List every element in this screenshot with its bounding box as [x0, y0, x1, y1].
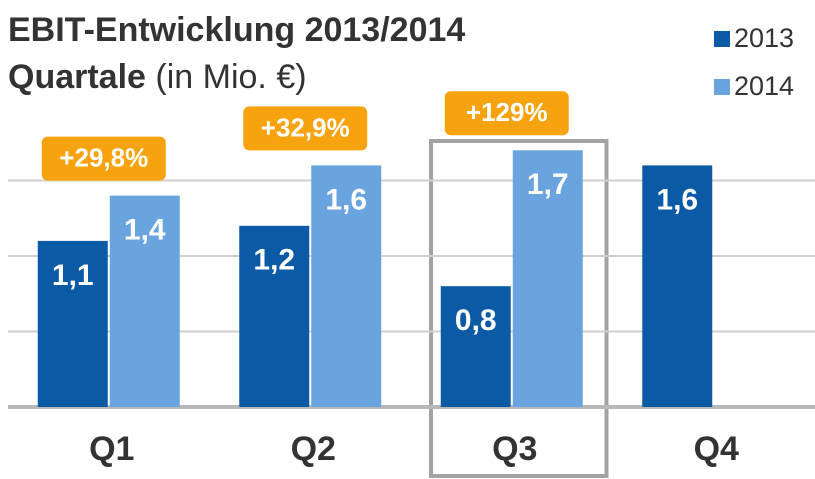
x-tick-label: Q4	[694, 430, 739, 468]
bar	[109, 195, 180, 407]
legend-label: 2013	[734, 23, 794, 53]
data-label: 1,4	[124, 214, 166, 247]
bar	[512, 150, 583, 408]
chart-subtitle: Quartale	[8, 58, 146, 96]
growth-label: +29,8%	[59, 142, 148, 172]
bar	[37, 240, 108, 407]
data-label: 1,1	[52, 259, 94, 292]
x-tick-label: Q1	[89, 430, 134, 468]
growth-badge	[444, 91, 569, 136]
data-label: 1,7	[527, 168, 569, 201]
data-label: 1,6	[656, 183, 698, 216]
legend-label: 2014	[734, 71, 794, 101]
chart-subtitle-line: Quartale (in Mio. €)	[8, 58, 307, 96]
bar	[440, 286, 511, 407]
x-tick-label: Q3	[492, 430, 537, 468]
data-label: 1,2	[253, 244, 295, 277]
bar	[311, 165, 382, 407]
legend-swatch	[714, 31, 730, 47]
unit-label: (in Mio. €)	[155, 58, 306, 96]
x-tick-label: Q2	[291, 430, 336, 468]
growth-label: +32,9%	[261, 112, 350, 142]
chart-title: EBIT-Entwicklung 2013/2014	[8, 11, 465, 49]
bar	[239, 225, 310, 407]
data-label: 0,8	[455, 304, 497, 337]
growth-label: +129%	[466, 97, 548, 127]
growth-badge	[243, 106, 368, 151]
bar	[642, 165, 713, 407]
highlight-box	[429, 139, 609, 478]
data-label: 1,6	[325, 183, 367, 216]
legend-swatch	[714, 79, 730, 95]
growth-badge	[41, 136, 166, 181]
